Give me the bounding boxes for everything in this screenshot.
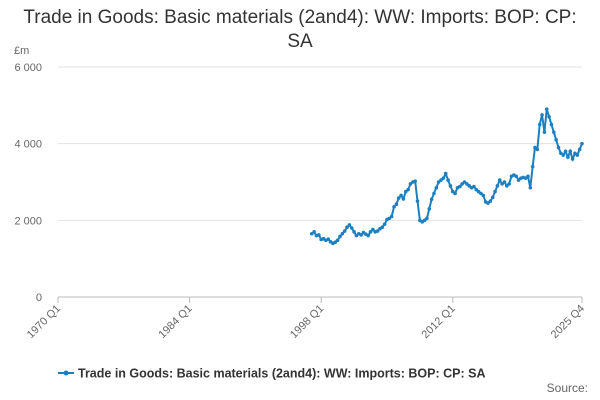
y-axis-label: £m <box>14 45 29 57</box>
source: Source: <box>547 381 588 395</box>
point <box>342 229 347 233</box>
point <box>335 238 340 243</box>
y-tick-label: 2 000 <box>14 215 42 227</box>
point <box>312 230 316 234</box>
point <box>359 233 363 237</box>
x-tick-label: 1970 Q1 <box>25 303 63 341</box>
point <box>488 199 493 203</box>
point <box>382 222 387 226</box>
point <box>432 191 436 196</box>
point <box>396 196 401 200</box>
point <box>540 113 544 117</box>
point <box>458 184 462 189</box>
point <box>544 107 549 111</box>
point <box>368 230 373 234</box>
point <box>561 153 566 157</box>
point <box>563 149 568 154</box>
point <box>526 174 530 179</box>
point <box>549 122 554 127</box>
point <box>446 178 450 182</box>
point <box>566 155 570 159</box>
point <box>389 214 394 219</box>
point <box>394 202 399 207</box>
point <box>535 147 540 152</box>
series <box>309 107 584 246</box>
point <box>349 226 354 230</box>
y-tick-label: 6 000 <box>14 62 42 74</box>
point <box>406 187 410 192</box>
point <box>375 229 380 233</box>
point <box>472 184 476 189</box>
point <box>429 197 434 202</box>
point <box>427 207 432 211</box>
point <box>326 237 331 241</box>
y-tick-label: 0 <box>36 292 42 304</box>
point <box>552 130 556 134</box>
point <box>497 178 502 182</box>
point <box>502 180 507 184</box>
point <box>556 145 561 150</box>
point <box>530 164 535 169</box>
point <box>425 216 429 221</box>
point <box>338 234 342 239</box>
point <box>345 225 349 230</box>
point <box>443 171 448 176</box>
point <box>514 174 519 179</box>
line <box>311 108 583 245</box>
point <box>399 193 403 198</box>
point <box>542 130 547 134</box>
point <box>570 157 575 161</box>
point <box>317 233 321 237</box>
point <box>568 149 573 154</box>
chart-title: Trade in Goods: Basic materials (2and4):… <box>23 7 577 52</box>
x-tick-label: 1984 Q1 <box>156 303 194 341</box>
point <box>528 185 533 190</box>
point <box>493 189 497 194</box>
y-tick-label: 4 000 <box>14 139 42 151</box>
point <box>415 199 420 203</box>
point <box>448 184 453 188</box>
point <box>366 233 370 238</box>
point <box>340 231 345 236</box>
point <box>575 153 580 157</box>
point <box>537 122 542 127</box>
point <box>371 227 375 232</box>
point <box>392 205 396 209</box>
point <box>352 230 356 234</box>
point <box>507 182 511 186</box>
x-tick-label: 2012 Q1 <box>420 303 458 341</box>
point <box>554 138 558 142</box>
x-tick-label: 1998 Q1 <box>288 303 326 341</box>
point <box>441 176 446 180</box>
point <box>490 195 495 200</box>
point <box>577 147 582 152</box>
point <box>495 184 500 188</box>
point <box>547 115 551 119</box>
point <box>580 141 584 146</box>
point <box>347 223 352 227</box>
point <box>453 191 457 196</box>
point <box>434 185 439 190</box>
point <box>481 193 486 198</box>
point <box>380 225 385 230</box>
point <box>413 179 417 184</box>
x-tick-label: 2025 Q4 <box>549 303 587 341</box>
legend-label: Trade in Goods: Basic materials (2and4):… <box>78 367 485 381</box>
legend-marker <box>63 370 69 376</box>
point <box>401 197 406 201</box>
